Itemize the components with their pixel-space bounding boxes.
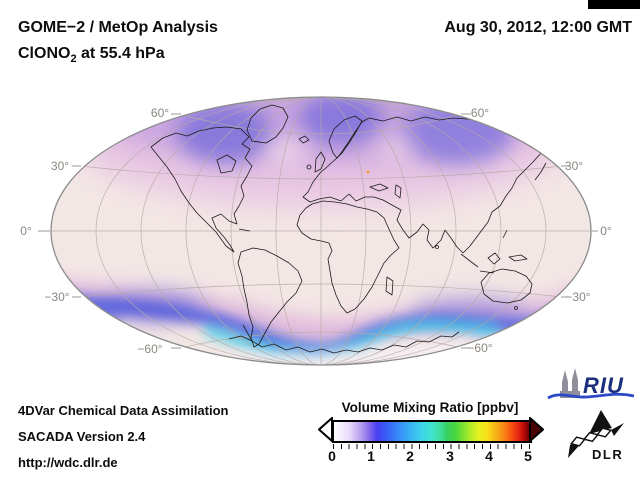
dlr-logo: DLR [568, 410, 624, 462]
lat-label-30n-right: 30° [564, 159, 584, 173]
mixing-ratio-field [51, 97, 591, 365]
lat-label-60n-left: 60° [150, 106, 170, 120]
riu-logo: RIU [547, 368, 635, 400]
colorbar-tick-4: 4 [485, 448, 493, 464]
lat-label-eq-left: 0° [20, 224, 32, 238]
lat-label-30s-right: −30° [565, 290, 591, 304]
colorbar-minor-ticks [333, 444, 530, 449]
lat-label-30s-left: −30° [44, 290, 70, 304]
lat-label-60s-right: −60° [467, 341, 493, 355]
dlr-logo-text: DLR [592, 447, 623, 462]
colorbar-left-arrow [318, 417, 333, 442]
dlr-emblem-icon [568, 410, 624, 458]
graticule [51, 97, 591, 365]
colorbar-tick-5: 5 [524, 448, 532, 464]
pressure-level: at 55.4 hPa [76, 45, 165, 62]
colorbar-tick-0: 0 [328, 448, 336, 464]
footer-url: http://wdc.dlr.de [18, 455, 118, 470]
riu-cathedral-icon [560, 368, 580, 398]
lat-label-60s-left: −60° [137, 342, 163, 356]
lat-label-eq-right: 0° [600, 224, 612, 238]
colorbar-title: Volume Mixing Ratio [ppbv] [341, 400, 519, 415]
footer-assimilation: 4DVar Chemical Data Assimilation [18, 403, 229, 418]
latitude-ticks [38, 113, 598, 349]
globe-outline [50, 96, 592, 366]
footer-version: SACADA Version 2.4 [18, 429, 146, 444]
species-name: ClONO [18, 45, 71, 62]
colorbar-tick-3: 3 [446, 448, 454, 464]
page-title: GOME−2 / MetOp Analysis [18, 19, 218, 36]
lat-label-30n-left: 30° [50, 159, 70, 173]
timestamp: Aug 30, 2012, 12:00 GMT [444, 19, 632, 36]
colorbar-gradient [332, 420, 532, 443]
riu-wave-icon [547, 392, 635, 400]
top-right-black-bar [588, 0, 640, 9]
lat-label-60n-right: 60° [470, 106, 490, 120]
colorbar-tick-2: 2 [406, 448, 414, 464]
colorbar-tick-1: 1 [367, 448, 375, 464]
species-level-title: ClONO2 at 55.4 hPa [18, 45, 165, 65]
colorbar-right-arrow [529, 417, 544, 442]
species-subscript: 2 [70, 53, 77, 66]
